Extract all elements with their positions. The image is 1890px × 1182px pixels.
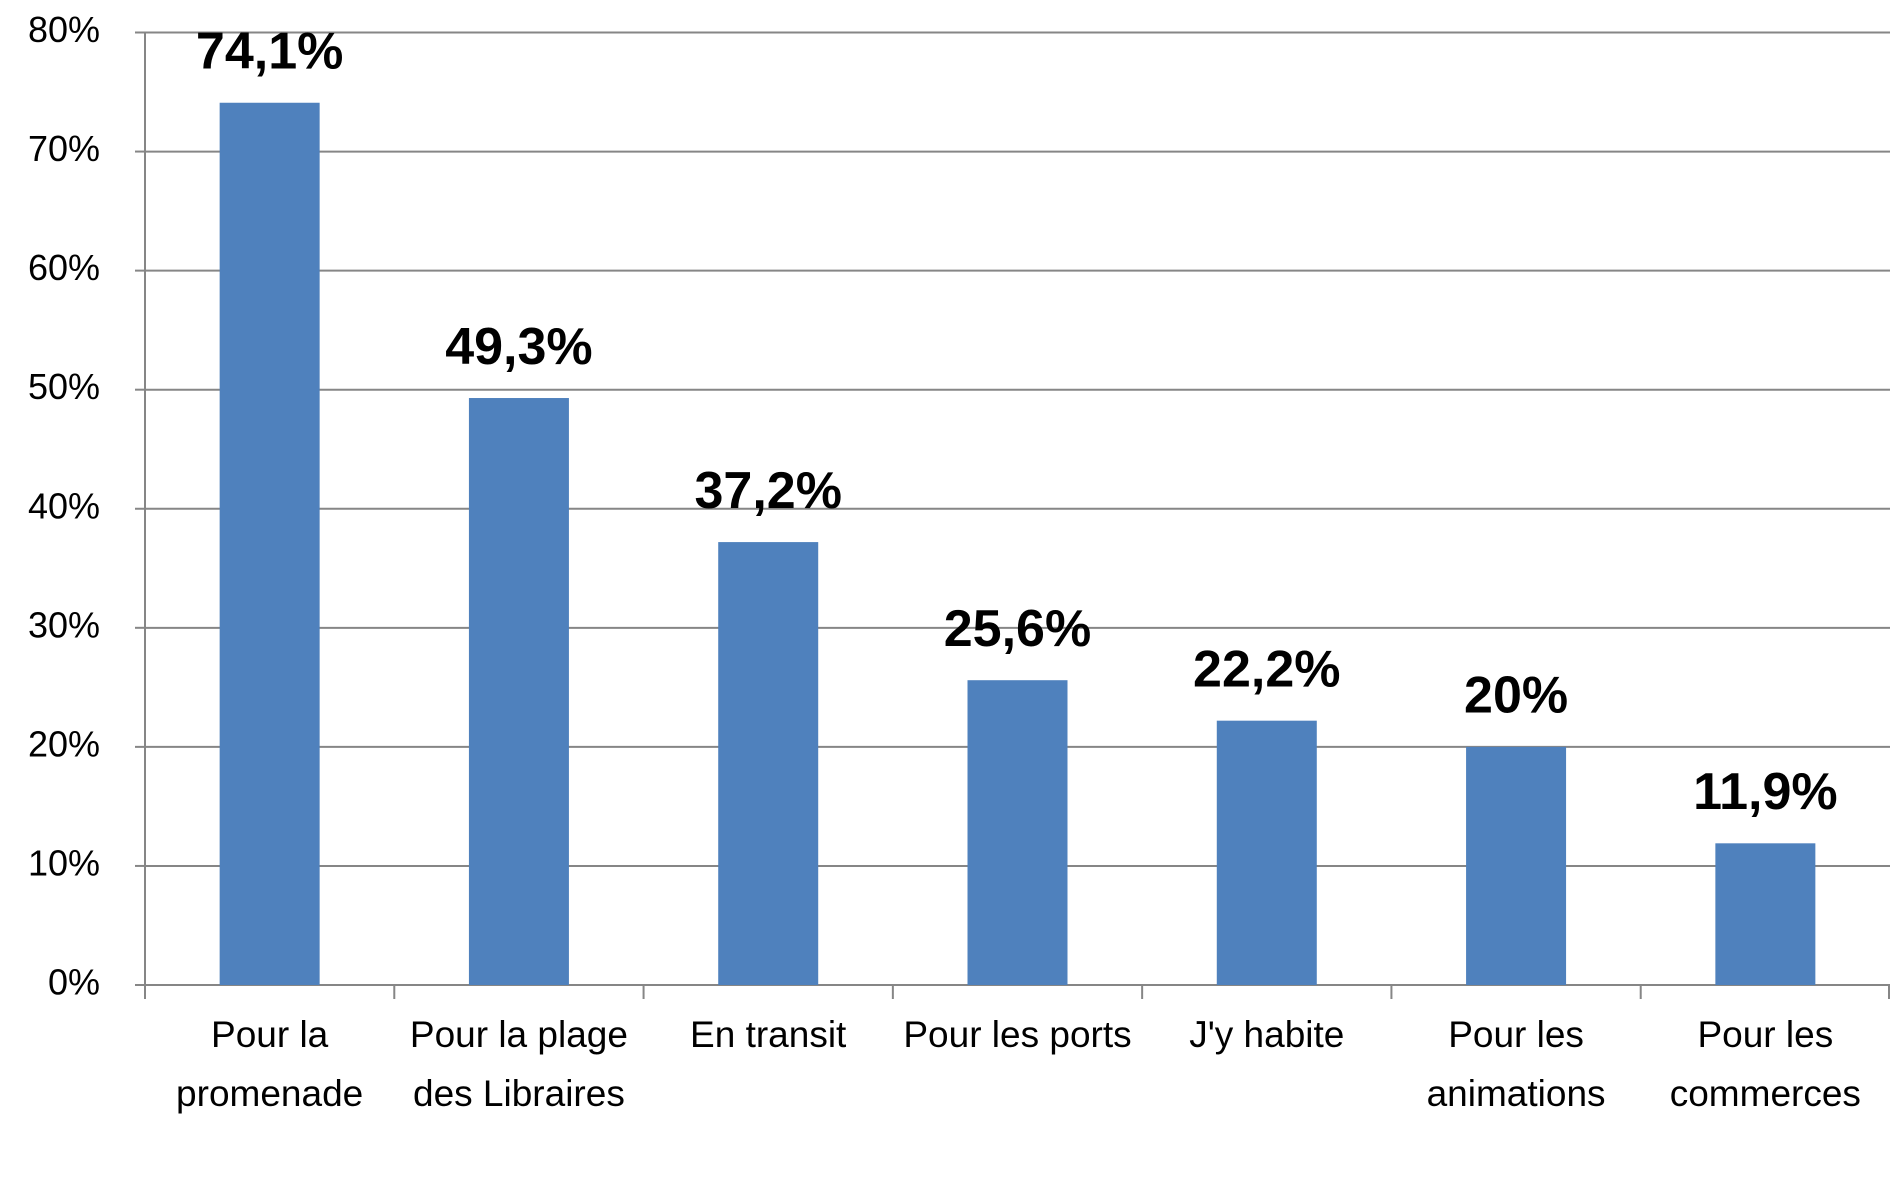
x-tick-label: Pour les ports xyxy=(903,1014,1132,1055)
x-tick-label: Pour la plage des Libraires xyxy=(409,1014,628,1114)
value-label: 20% xyxy=(1464,667,1568,725)
value-label: 74,1% xyxy=(196,22,343,80)
bar xyxy=(1715,843,1816,985)
bar xyxy=(967,680,1068,985)
y-tick-label: 10% xyxy=(28,842,100,883)
y-tick-label: 60% xyxy=(28,247,100,288)
y-tick-label: 70% xyxy=(28,128,100,169)
value-label: 49,3% xyxy=(445,318,592,376)
value-label: 11,9% xyxy=(1693,763,1838,821)
bar xyxy=(718,542,819,985)
y-tick-label: 50% xyxy=(28,366,100,407)
bar xyxy=(219,102,320,985)
value-label: 25,6% xyxy=(944,600,1091,658)
x-tick-label: Pour la promenade xyxy=(176,1014,364,1114)
x-tick-label: En transit xyxy=(690,1014,847,1055)
y-tick-label: 80% xyxy=(28,9,100,50)
value-label: 22,2% xyxy=(1193,640,1340,698)
y-tick-label: 0% xyxy=(48,962,100,1003)
bar xyxy=(468,398,569,986)
value-label: 37,2% xyxy=(694,462,841,520)
x-tick-label: Pour les commerces xyxy=(1669,1014,1861,1114)
bar xyxy=(1466,746,1567,985)
bar xyxy=(1216,720,1317,985)
y-tick-label: 20% xyxy=(28,723,100,764)
y-tick-label: 40% xyxy=(28,485,100,526)
y-tick-label: 30% xyxy=(28,604,100,645)
x-tick-label: J'y habite xyxy=(1189,1014,1345,1055)
x-tick-label: Pour les animations xyxy=(1426,1014,1606,1114)
